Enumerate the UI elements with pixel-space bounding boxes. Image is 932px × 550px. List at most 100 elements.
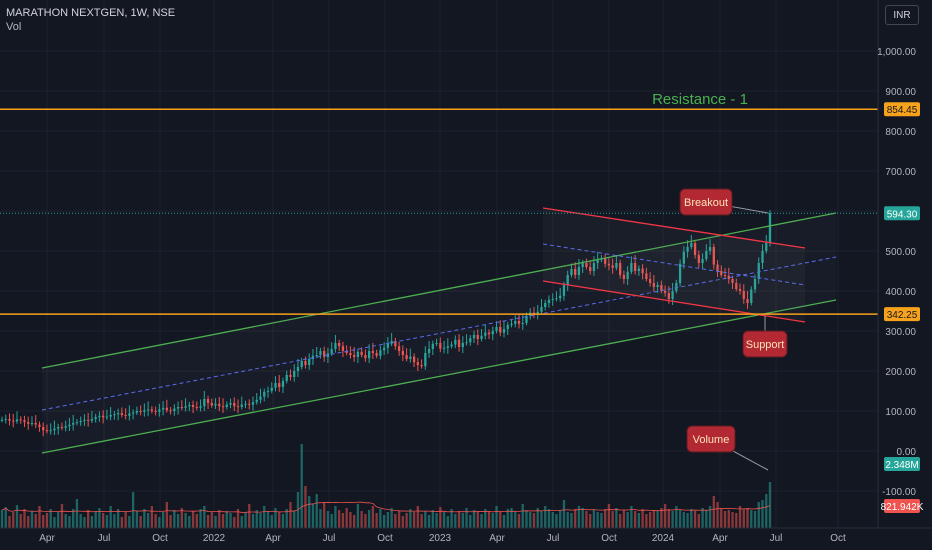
candle-body <box>551 299 554 300</box>
candle-body <box>525 315 528 323</box>
candle-body <box>701 259 704 263</box>
candle-body <box>300 361 303 367</box>
volume-bar <box>311 504 315 528</box>
volume-bar <box>319 509 322 528</box>
candle-body <box>143 410 146 412</box>
candle-body <box>304 361 307 365</box>
volume-bar <box>165 502 168 528</box>
candle-body <box>450 344 453 347</box>
y-tick-label: 1,000.00 <box>877 47 916 58</box>
volume-bar <box>334 506 337 528</box>
volume-bar <box>532 513 536 528</box>
resistance-price-tag-bg <box>884 102 920 117</box>
volume-bar <box>682 512 685 528</box>
candle-body <box>60 427 64 428</box>
candle-body <box>330 349 333 354</box>
candle-body <box>607 263 611 266</box>
candle-body <box>746 299 749 303</box>
currency-selector[interactable]: INR <box>885 5 919 25</box>
volume-bar <box>304 486 307 528</box>
volume-bar <box>367 510 371 528</box>
y-tick-label: 500.00 <box>885 247 916 258</box>
volume-bar <box>34 514 37 528</box>
volume-bar <box>191 511 195 528</box>
x-tick-label: 2023 <box>429 533 452 544</box>
volume-bar <box>514 511 517 528</box>
candle-body <box>708 247 712 251</box>
volume-bar <box>0 510 4 528</box>
volume-bar <box>667 509 671 528</box>
wedge-lower-line <box>542 280 806 323</box>
candle-body <box>364 355 367 359</box>
volume-bar <box>562 500 566 528</box>
volume-bar <box>379 509 382 528</box>
candle-body <box>570 269 573 275</box>
volume-bar <box>697 514 700 528</box>
candle-body <box>457 339 461 347</box>
volume-bar <box>53 517 56 528</box>
x-tick-label: Oct <box>830 533 846 544</box>
volume-bar <box>360 511 363 528</box>
volume-bar <box>551 512 554 528</box>
volume-bar <box>469 515 472 528</box>
volume-bar <box>581 508 584 528</box>
volume-bar <box>472 510 476 528</box>
volume-bar <box>278 512 281 528</box>
volume-bar <box>424 511 427 528</box>
candle-body <box>405 355 408 359</box>
candle-body <box>221 406 225 408</box>
volume-bar <box>750 510 753 528</box>
volume-bar <box>529 512 532 528</box>
volume-bar <box>221 514 225 528</box>
volume-bar <box>285 509 288 528</box>
candle-body <box>506 325 509 329</box>
volume-bar <box>72 509 75 528</box>
candle-body <box>510 323 513 325</box>
volume-bar <box>210 512 213 528</box>
volume-bar <box>323 502 326 528</box>
volume-bar <box>161 512 165 528</box>
candle-body <box>229 403 232 405</box>
volume-bar <box>630 506 633 528</box>
volume-bar <box>382 515 386 528</box>
volume-bar <box>701 508 704 528</box>
candle-body <box>660 285 663 291</box>
y-tick-label: 0.00 <box>897 447 917 458</box>
volume-bar <box>484 509 487 528</box>
volume-bar <box>592 510 596 528</box>
volume-bar <box>128 516 131 528</box>
volume-bar <box>64 514 67 528</box>
candle-body <box>656 285 659 287</box>
candle-body <box>596 259 599 263</box>
resistance-annotation: Resistance - 1 <box>652 91 748 108</box>
y-tick-label: 100.00 <box>885 407 916 418</box>
candle-body <box>581 263 584 267</box>
y-tick-label: 800.00 <box>885 127 916 138</box>
volume-bar <box>229 513 232 528</box>
candle-body <box>12 420 15 422</box>
volume-bar <box>712 496 715 528</box>
candle-body <box>574 269 577 275</box>
candle-body <box>521 323 524 324</box>
candle-body <box>64 426 67 428</box>
volume-bar <box>585 511 588 528</box>
candle-body <box>195 407 198 408</box>
candle-body <box>266 391 270 392</box>
volume-bar <box>349 512 352 528</box>
candle-body <box>338 343 341 347</box>
volume-bar <box>259 513 262 528</box>
candle-body <box>727 275 730 279</box>
candle-body <box>289 375 292 377</box>
candle-body <box>101 415 105 418</box>
volume-bar <box>746 508 749 528</box>
volume-bar <box>420 514 423 528</box>
volume-bar <box>559 510 562 528</box>
candle-body <box>465 342 468 344</box>
volume-bar <box>600 513 603 528</box>
volume-bar <box>356 504 360 528</box>
candle-body <box>72 423 75 425</box>
candle-body <box>604 258 607 264</box>
x-tick-label: Apr <box>39 533 55 544</box>
volume-bar <box>300 444 303 528</box>
